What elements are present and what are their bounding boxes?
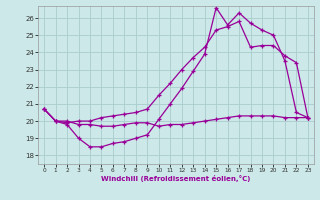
- X-axis label: Windchill (Refroidissement éolien,°C): Windchill (Refroidissement éolien,°C): [101, 175, 251, 182]
